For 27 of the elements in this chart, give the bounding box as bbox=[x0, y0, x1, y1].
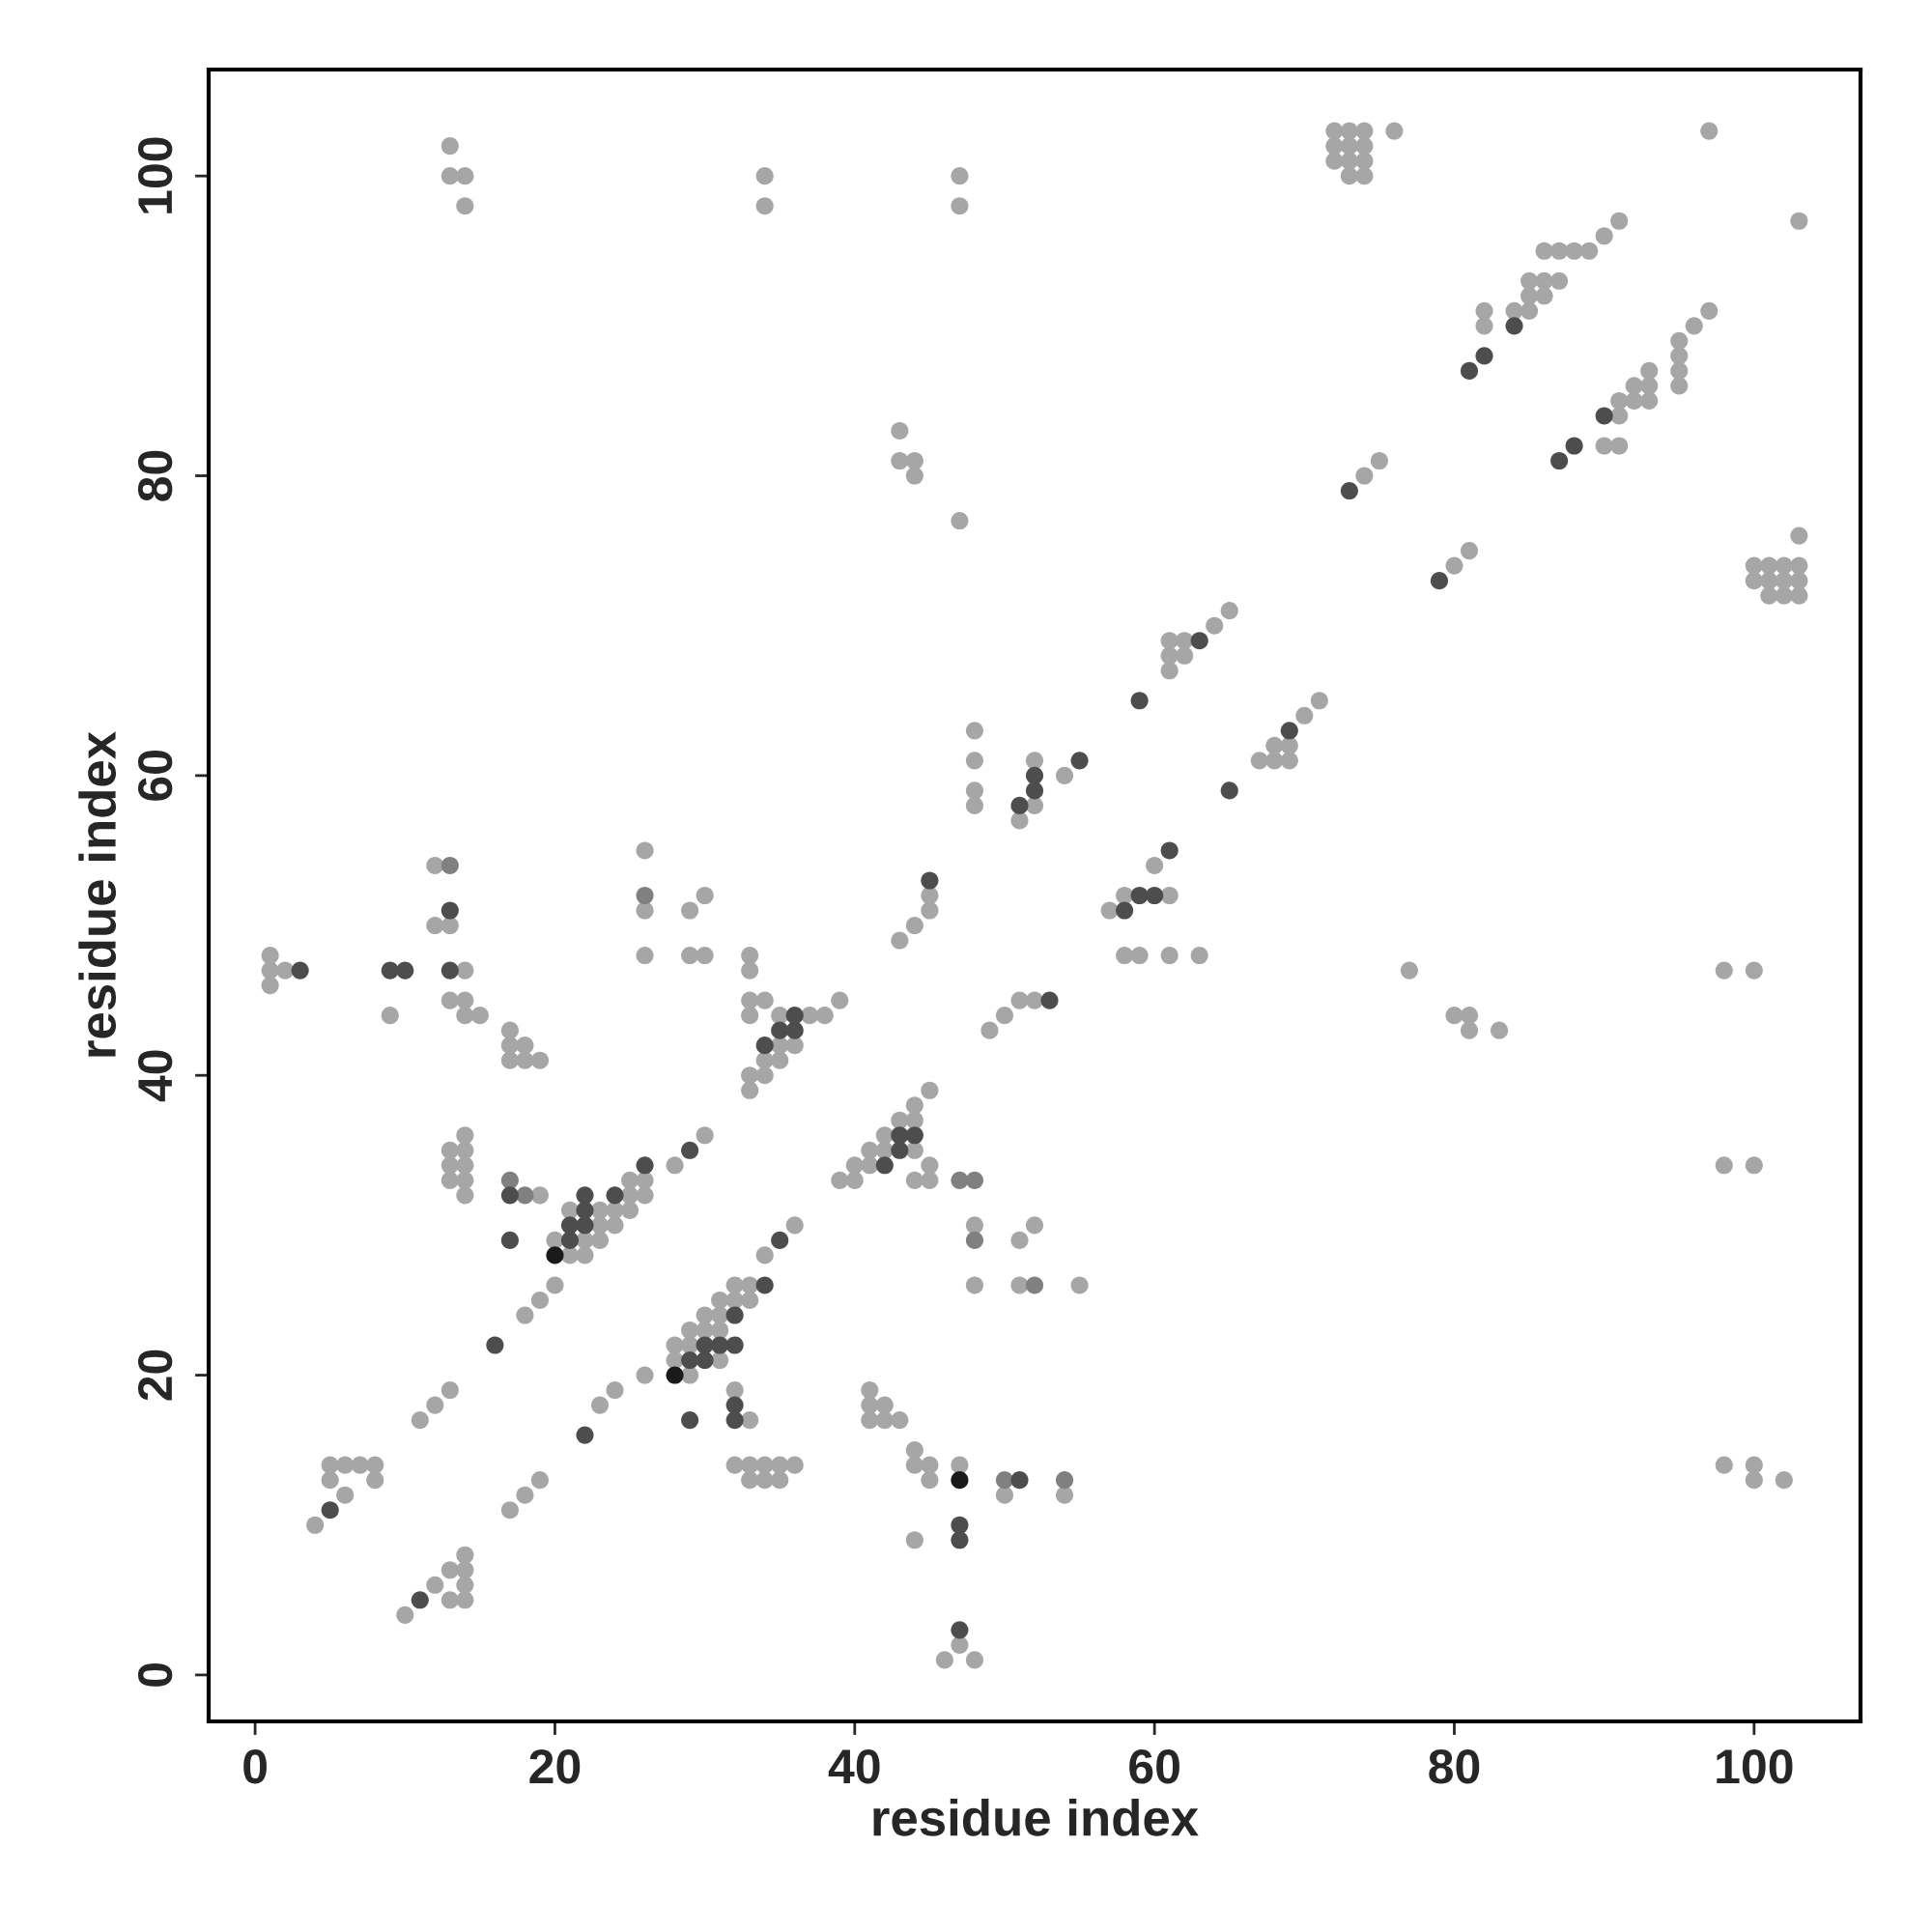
x-tick-label: 80 bbox=[1429, 1749, 1480, 1784]
x-tick-label: 0 bbox=[243, 1749, 267, 1784]
point bbox=[636, 886, 654, 905]
y-tick-label: 40 bbox=[137, 1050, 173, 1102]
point bbox=[1025, 1276, 1044, 1294]
x-tick-label: 100 bbox=[1717, 1749, 1793, 1784]
x-tick-label: 40 bbox=[828, 1749, 880, 1784]
point bbox=[1055, 1471, 1074, 1490]
point bbox=[995, 1471, 1014, 1490]
point bbox=[500, 1171, 519, 1189]
y-tick-label: 20 bbox=[137, 1350, 173, 1401]
y-tick-label: 0 bbox=[137, 1663, 173, 1687]
point bbox=[666, 1366, 684, 1384]
x-tick-label: 20 bbox=[529, 1749, 581, 1784]
y-tick-label: 60 bbox=[137, 751, 173, 801]
point bbox=[440, 856, 459, 875]
y-axis-title: residue index bbox=[78, 731, 117, 1057]
y-tick-label: 100 bbox=[137, 137, 173, 213]
point bbox=[965, 1171, 983, 1189]
point bbox=[546, 1246, 564, 1264]
x-tick-label: 60 bbox=[1129, 1749, 1179, 1784]
y-tick-label: 80 bbox=[137, 450, 173, 501]
point bbox=[951, 1171, 969, 1189]
point bbox=[965, 1231, 983, 1249]
x-axis-title: residue index bbox=[873, 1798, 1199, 1836]
point bbox=[516, 1186, 534, 1205]
point bbox=[951, 1471, 969, 1490]
